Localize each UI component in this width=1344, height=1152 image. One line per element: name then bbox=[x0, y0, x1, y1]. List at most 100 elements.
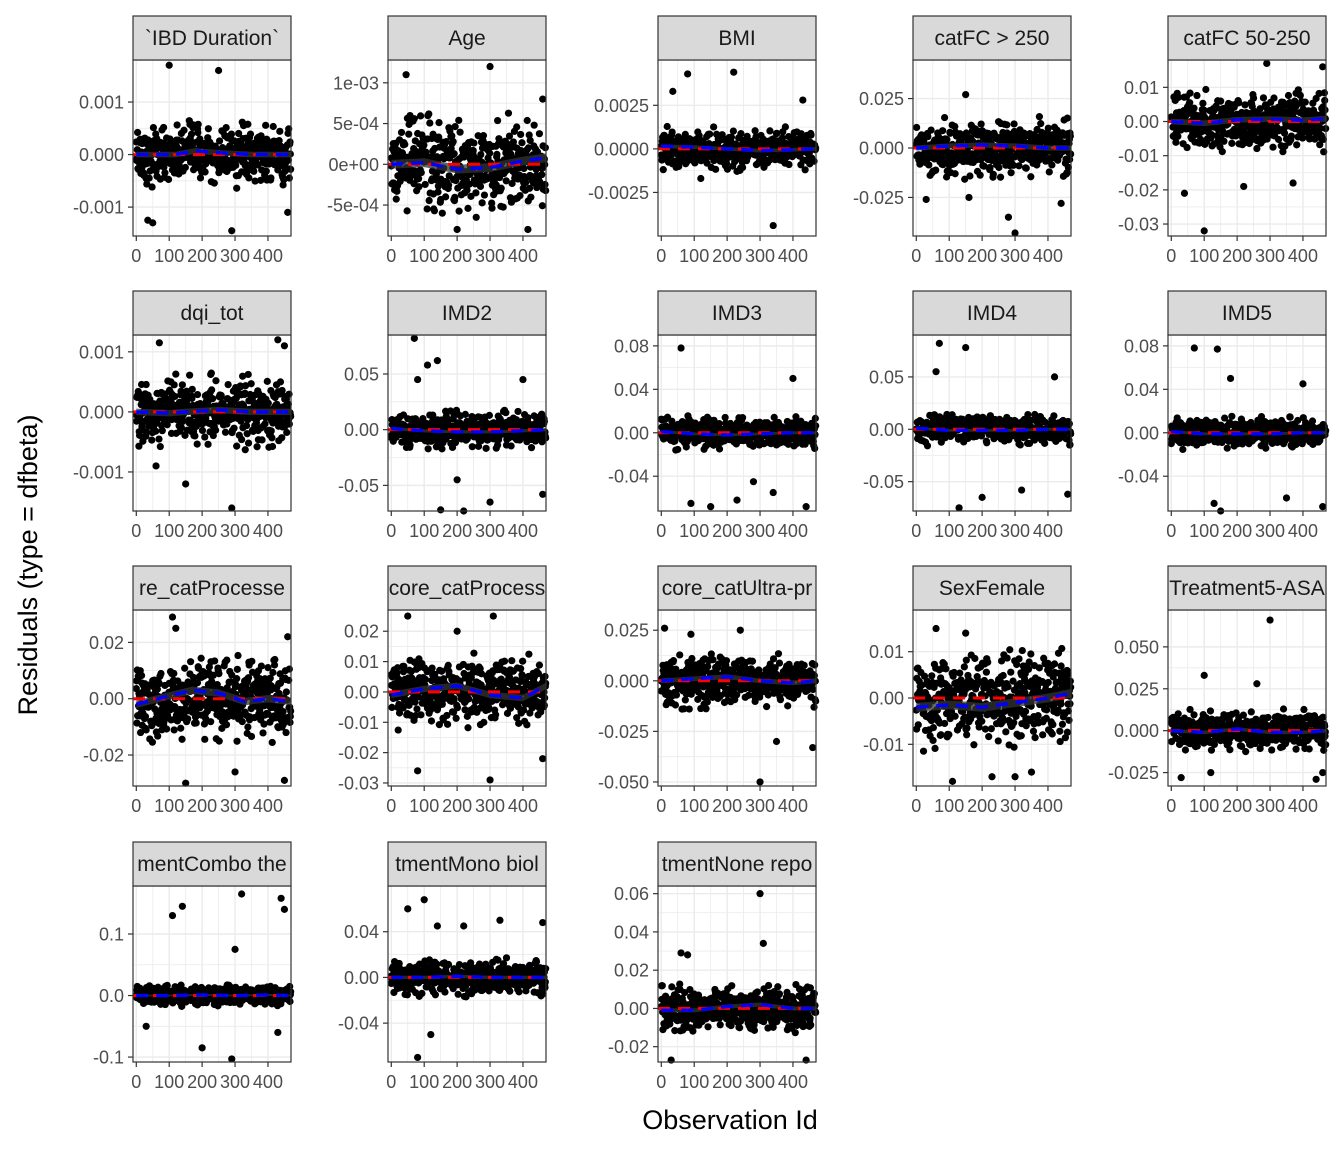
data-point bbox=[415, 183, 423, 191]
data-point bbox=[172, 370, 180, 378]
x-tick-label: 400 bbox=[778, 521, 808, 541]
data-point bbox=[410, 115, 418, 123]
data-point bbox=[188, 385, 196, 393]
data-point bbox=[267, 427, 275, 435]
data-point bbox=[420, 141, 428, 149]
data-point bbox=[424, 445, 432, 453]
data-point bbox=[250, 167, 258, 175]
data-point bbox=[284, 156, 292, 164]
y-tick-label: -0.001 bbox=[73, 462, 124, 482]
data-point bbox=[802, 503, 810, 511]
data-point bbox=[513, 123, 521, 131]
data-point bbox=[729, 127, 737, 135]
y-tick-label: -0.03 bbox=[1118, 215, 1159, 235]
data-point bbox=[423, 361, 432, 369]
data-point bbox=[201, 433, 209, 441]
data-point bbox=[472, 213, 480, 221]
data-point bbox=[526, 136, 534, 145]
data-point bbox=[208, 386, 216, 394]
data-point bbox=[966, 172, 974, 180]
data-point bbox=[519, 375, 527, 384]
x-tick-label: 0 bbox=[911, 246, 921, 266]
data-point bbox=[811, 414, 819, 422]
x-tick-label: 100 bbox=[154, 246, 184, 266]
data-point bbox=[414, 375, 422, 384]
y-tick-label: 0.01 bbox=[1124, 78, 1159, 98]
data-point bbox=[182, 480, 190, 488]
data-point bbox=[274, 336, 282, 344]
data-point bbox=[986, 163, 994, 172]
data-point bbox=[397, 128, 406, 137]
data-point bbox=[230, 424, 238, 432]
data-point bbox=[480, 191, 489, 199]
facet-strip-label: `IBD Duration` bbox=[145, 27, 279, 50]
y-tick-label: 0.0025 bbox=[594, 96, 649, 116]
data-point bbox=[811, 444, 819, 453]
smooth-line bbox=[136, 149, 291, 157]
data-point bbox=[1296, 91, 1304, 100]
data-point bbox=[435, 119, 443, 127]
data-point bbox=[262, 121, 270, 129]
data-point bbox=[465, 180, 473, 188]
x-tick-label: 300 bbox=[1000, 246, 1030, 266]
data-point bbox=[766, 127, 774, 135]
data-point bbox=[962, 343, 970, 352]
data-point bbox=[269, 122, 277, 131]
data-point bbox=[251, 177, 259, 185]
data-point bbox=[1027, 173, 1035, 181]
data-point bbox=[502, 177, 510, 185]
data-point bbox=[927, 126, 935, 134]
data-point bbox=[955, 504, 963, 512]
data-point bbox=[241, 446, 249, 454]
y-tick-label: 0.04 bbox=[614, 380, 649, 400]
data-point bbox=[244, 439, 253, 447]
data-point bbox=[524, 225, 532, 234]
data-point bbox=[923, 442, 932, 450]
data-point bbox=[1275, 135, 1283, 144]
data-point bbox=[1022, 164, 1030, 172]
data-point bbox=[785, 160, 793, 169]
data-point bbox=[507, 442, 515, 450]
data-point bbox=[1286, 413, 1294, 421]
x-tick-label: 100 bbox=[409, 521, 439, 541]
y-tick-label: -0.04 bbox=[608, 467, 649, 487]
data-point bbox=[715, 445, 724, 453]
y-tick-label: 0.05 bbox=[869, 367, 904, 387]
data-point bbox=[1217, 97, 1225, 105]
data-point bbox=[738, 163, 747, 172]
data-point bbox=[212, 377, 220, 385]
data-point bbox=[939, 127, 947, 135]
data-point bbox=[523, 116, 531, 125]
data-point bbox=[932, 368, 940, 376]
data-point bbox=[145, 174, 153, 182]
data-point bbox=[1263, 59, 1271, 68]
data-point bbox=[416, 112, 425, 120]
data-point bbox=[434, 188, 442, 196]
data-point bbox=[941, 113, 949, 122]
x-tick-label: 0 bbox=[386, 246, 396, 266]
data-point bbox=[925, 161, 933, 169]
data-point bbox=[449, 137, 457, 146]
smooth-line bbox=[391, 156, 547, 171]
data-point bbox=[286, 138, 294, 146]
data-point bbox=[976, 171, 984, 179]
y-tick-label: 0.025 bbox=[859, 89, 904, 109]
data-point bbox=[1015, 162, 1023, 170]
data-point bbox=[468, 443, 476, 451]
data-point bbox=[450, 150, 458, 158]
data-point bbox=[278, 386, 286, 395]
data-point bbox=[659, 166, 667, 174]
data-point bbox=[516, 191, 524, 200]
data-point bbox=[1066, 440, 1074, 449]
data-point bbox=[493, 150, 501, 158]
data-point bbox=[1180, 189, 1189, 197]
data-point bbox=[502, 409, 510, 417]
x-tick-label: 400 bbox=[253, 246, 283, 266]
x-tick-label: 200 bbox=[187, 521, 217, 541]
data-point bbox=[280, 342, 289, 350]
data-point bbox=[461, 410, 469, 418]
data-point bbox=[965, 193, 973, 202]
data-point bbox=[1301, 98, 1309, 106]
